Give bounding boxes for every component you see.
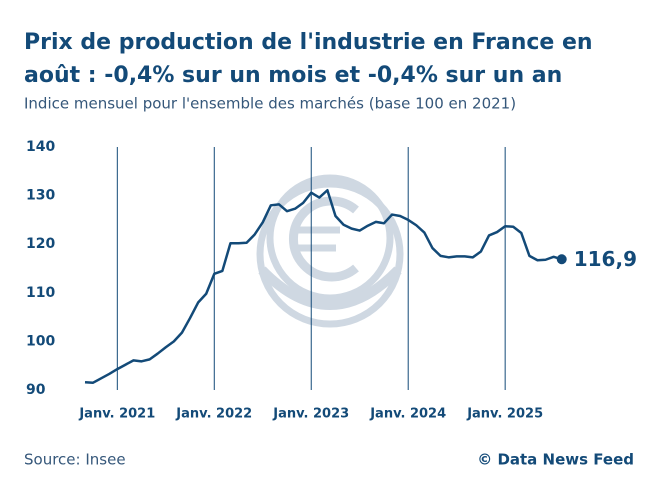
value-label: 116,9	[574, 247, 637, 271]
chart-title: août : -0,4% sur un mois et -0,4% sur un…	[24, 63, 562, 88]
y-tick-label: 130	[26, 188, 55, 204]
y-tick-label: 120	[26, 236, 55, 252]
x-tick-label: Janv. 2022	[175, 407, 252, 422]
y-tick-label: 100	[26, 333, 55, 349]
y-tick-label: 140	[26, 139, 55, 155]
y-tick-label: 110	[26, 285, 55, 301]
chart-title: Prix de production de l'industrie en Fra…	[24, 30, 593, 55]
chart-subtitle: Indice mensuel pour l'ensemble des march…	[24, 95, 516, 113]
source: Source: Insee	[24, 451, 126, 469]
euro-watermark	[256, 174, 404, 328]
x-tick-label: Janv. 2023	[272, 407, 349, 422]
x-tick-label: Janv. 2024	[369, 407, 446, 422]
x-tick-label: Janv. 2025	[466, 407, 543, 422]
line	[84, 189, 563, 384]
credit: © Data News Feed	[477, 451, 634, 469]
end-point	[556, 254, 567, 265]
x-tick-label: Janv. 2021	[78, 407, 155, 422]
y-tick-label: 90	[26, 382, 46, 398]
